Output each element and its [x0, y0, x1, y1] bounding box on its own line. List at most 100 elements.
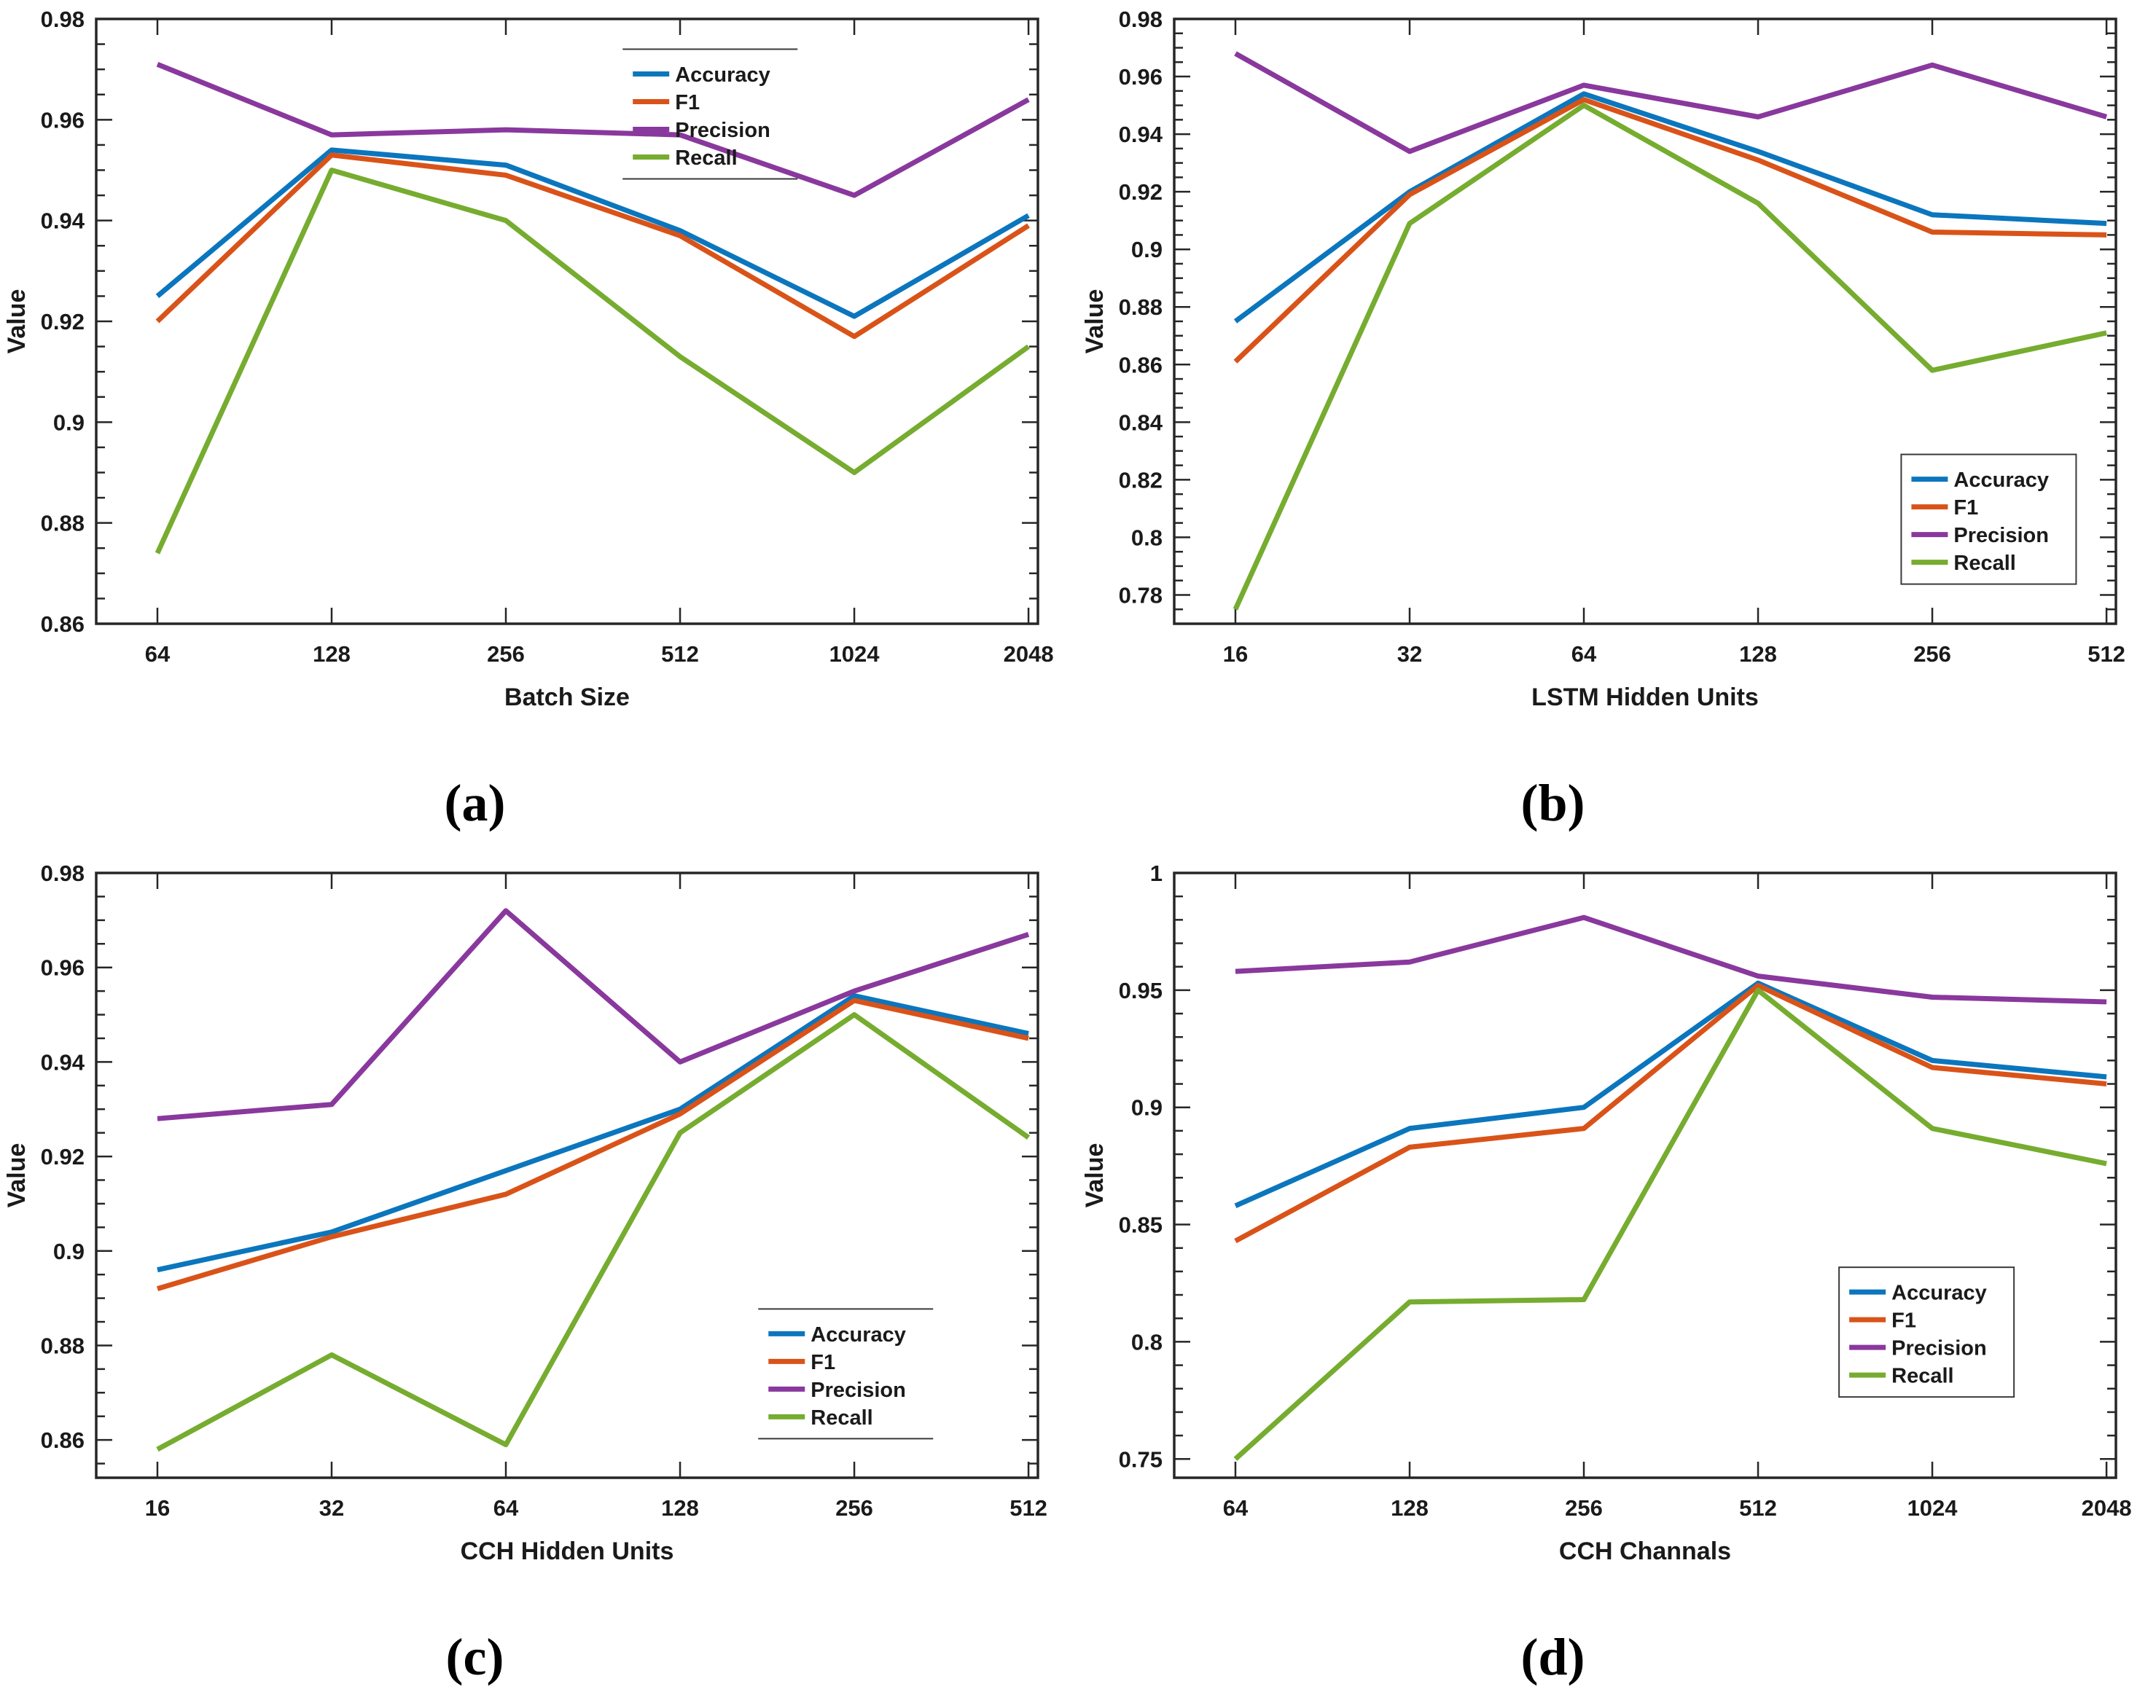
- legend: Accuracy F1 Precision Recall: [1838, 1266, 2015, 1398]
- series-lines: [1233, 51, 2108, 611]
- x-tick-label: 512: [661, 641, 699, 667]
- series-line-f1: [156, 998, 1029, 1291]
- series-line-recall: [155, 168, 1031, 555]
- y-tick-label: 0.86: [1119, 352, 1163, 377]
- series-line-f1: [1233, 97, 2107, 364]
- series-line-precision: [1235, 914, 2107, 1005]
- series-line-precision: [156, 62, 1030, 198]
- legend-entry-precision: Precision: [1911, 524, 2049, 547]
- x-tick-label: 256: [1565, 1495, 1603, 1521]
- legend-label-accuracy: Accuracy: [811, 1323, 906, 1347]
- series-line-accuracy: [155, 147, 1030, 319]
- series-line-f1: [1234, 982, 2107, 1244]
- legend: Accuracy F1 Precision Recall: [758, 1308, 934, 1440]
- y-tick-label: 1: [1150, 861, 1163, 886]
- legend-entry-f1: F1: [1911, 496, 1978, 520]
- y-tick-label: 0.98: [1119, 7, 1163, 32]
- caption-b: (b): [1520, 774, 1585, 832]
- x-tick-label: 256: [1913, 641, 1951, 667]
- x-tick-label: 128: [1739, 641, 1777, 667]
- y-tick-label: 0.96: [41, 107, 85, 133]
- y-tick-label: 0.86: [41, 611, 85, 637]
- y-tick-label: 0.92: [41, 309, 85, 334]
- y-tick-label: 0.88: [1119, 294, 1163, 320]
- plot-border: [1173, 871, 2117, 1479]
- legend-label-recall: Recall: [675, 146, 737, 170]
- x-tick-label: 512: [2087, 641, 2125, 667]
- x-tick-label: 256: [487, 641, 525, 667]
- x-axis-label: LSTM Hidden Units: [1531, 683, 1759, 711]
- series-line-accuracy: [157, 993, 1029, 1273]
- x-tick-label: 128: [313, 641, 351, 667]
- panel-d: 0.75 0.8 0.85 0.9 0.95 1 64 128 256 512 1024 2048 CC…: [1078, 854, 2156, 1708]
- legend-entry-accuracy: Accuracy: [633, 63, 770, 87]
- x-tick-label: 16: [145, 1495, 170, 1521]
- axis-tick-labels: 0.86 0.88 0.9 0.92 0.94 0.96 0.98 64 128 256 512 10…: [41, 7, 1054, 667]
- legend-label-precision: Precision: [1953, 524, 2049, 547]
- plot-border: [1173, 17, 2117, 625]
- y-tick-label: 0.88: [41, 511, 85, 536]
- x-tick-label: 2048: [1004, 641, 1054, 667]
- legend-label-f1: F1: [1891, 1309, 1916, 1333]
- legend-entry-accuracy: Accuracy: [1911, 469, 2049, 492]
- legend-label-recall: Recall: [811, 1406, 872, 1430]
- chart-d-canvas: 0.75 0.8 0.85 0.9 0.95 1 64 128 256 512 1024 2048 CC…: [1081, 861, 2132, 1565]
- legend-entry-f1: F1: [633, 91, 700, 114]
- y-tick-label: 0.95: [1119, 978, 1163, 1003]
- legend-border: [1838, 1266, 2015, 1398]
- y-tick-label: 0.88: [41, 1333, 85, 1358]
- legend-label-accuracy: Accuracy: [1891, 1282, 1987, 1305]
- x-tick-label: 1024: [829, 641, 880, 667]
- legend-label-accuracy: Accuracy: [675, 63, 770, 87]
- series-line-recall: [1233, 987, 2107, 1461]
- legend-label-precision: Precision: [1891, 1337, 1987, 1360]
- y-tick-label: 0.86: [41, 1427, 85, 1453]
- y-axis-label: Value: [3, 1143, 31, 1208]
- x-axis-label: Batch Size: [504, 683, 630, 711]
- panel-b: 0.78 0.8 0.82 0.84 0.86 0.88 0.9 0.92 0.94 0.96 0.…: [1078, 0, 2156, 854]
- x-axis-label: CCH Channals: [1559, 1537, 1731, 1565]
- legend-entry-precision: Precision: [1849, 1337, 1987, 1360]
- legend-entry-f1: F1: [1849, 1309, 1916, 1333]
- series-line-f1: [155, 152, 1030, 340]
- plot-border: [95, 871, 1039, 1479]
- series-lines: [155, 62, 1031, 555]
- x-tick-label: 32: [1397, 641, 1422, 667]
- x-tick-label: 32: [319, 1495, 344, 1521]
- y-tick-label: 0.92: [41, 1144, 85, 1170]
- y-tick-label: 0.96: [1119, 64, 1163, 90]
- y-tick-label: 0.94: [41, 1049, 85, 1075]
- series-line-recall: [1233, 103, 2107, 611]
- legend-label-recall: Recall: [1891, 1365, 1953, 1388]
- legend-entry-accuracy: Accuracy: [768, 1323, 906, 1347]
- caption-d: (d): [1520, 1628, 1585, 1686]
- y-axis-label: Value: [1081, 289, 1109, 354]
- series-line-precision: [157, 908, 1030, 1121]
- x-tick-label: 64: [493, 1495, 519, 1521]
- y-tick-label: 0.82: [1119, 467, 1163, 493]
- series-line-accuracy: [1233, 91, 2107, 324]
- panel-a: 0.86 0.88 0.9 0.92 0.94 0.96 0.98 64 128 256 512 10…: [0, 0, 1078, 854]
- y-tick-label: 0.78: [1119, 582, 1163, 608]
- y-tick-label: 0.85: [1119, 1213, 1163, 1238]
- y-tick-label: 0.9: [1131, 1095, 1163, 1121]
- y-tick-label: 0.9: [53, 410, 85, 435]
- series-line-precision: [1234, 51, 2108, 154]
- legend-entry-accuracy: Accuracy: [1849, 1282, 1987, 1305]
- series-line-accuracy: [1234, 980, 2107, 1209]
- axis-tick-labels: 0.75 0.8 0.85 0.9 0.95 1 64 128 256 512 1024 2048: [1119, 861, 2132, 1521]
- y-tick-label: 0.94: [41, 208, 85, 234]
- x-tick-label: 64: [145, 641, 171, 667]
- y-tick-label: 0.9: [53, 1239, 85, 1264]
- x-axis-label: CCH Hidden Units: [461, 1537, 674, 1565]
- x-tick-label: 512: [1739, 1495, 1777, 1521]
- x-tick-label: 1024: [1907, 1495, 1958, 1521]
- x-tick-label: 64: [1571, 641, 1597, 667]
- x-tick-label: 256: [835, 1495, 873, 1521]
- legend-entry-recall: Recall: [768, 1406, 873, 1430]
- legend-label-recall: Recall: [1953, 552, 2015, 575]
- panel-c: 0.86 0.88 0.9 0.92 0.94 0.96 0.98 16 32 64 128 256 5…: [0, 854, 1078, 1708]
- y-tick-label: 0.9: [1131, 237, 1163, 262]
- x-tick-label: 2048: [2082, 1495, 2132, 1521]
